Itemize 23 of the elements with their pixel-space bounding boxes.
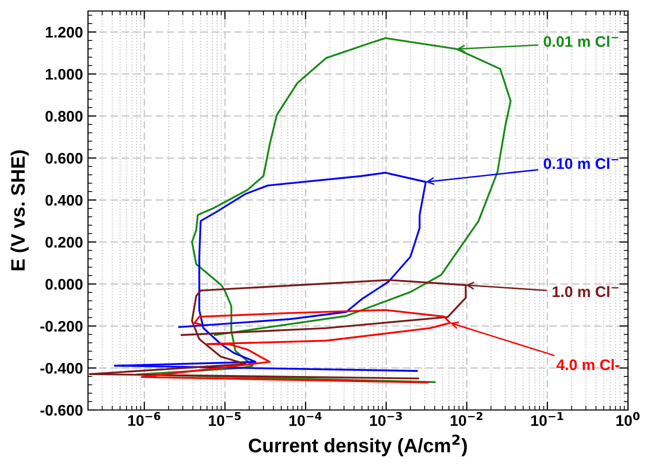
x-tick-label: 10$^{−6}$ (128, 412, 160, 426)
y-tick-label: 0.400 (46, 194, 83, 206)
annotation: 1.0 m Cl$^{−}$ (552, 286, 618, 298)
y-tick-label: 0.000 (46, 278, 83, 290)
y-tick-label: -0.200 (40, 320, 83, 332)
y-tick-label: -0.400 (40, 362, 83, 374)
x-tick-label: 10$^{−1}$ (531, 412, 564, 426)
x-axis-title: Current density (A/cm$^{2}$) (248, 434, 467, 456)
x-tick-label: 10$^{−4}$ (289, 412, 322, 426)
y-tick-label: -0.600 (40, 404, 83, 416)
y-tick-label: 0.600 (46, 152, 83, 164)
annotation: 0.01 m Cl$^{−}$ (544, 36, 618, 47)
x-tick-label: 10$^{−2}$ (450, 412, 482, 426)
annotation: 0.10 m Cl$^{−}$ (544, 158, 618, 170)
y-tick-label: 1.000 (46, 68, 83, 80)
x-tick-label: 10$^{0}$ (616, 412, 640, 426)
y-axis-title: E (V vs. SHE) (10, 150, 29, 270)
x-tick-label: 10$^{−5}$ (208, 412, 241, 426)
annotation: 4.0 m Cl- (556, 358, 620, 370)
y-tick-label: 1.200 (46, 26, 83, 38)
x-tick-label: 10$^{−3}$ (370, 412, 402, 426)
y-tick-label: 0.200 (46, 236, 83, 248)
y-tick-label: 0.800 (46, 110, 83, 122)
